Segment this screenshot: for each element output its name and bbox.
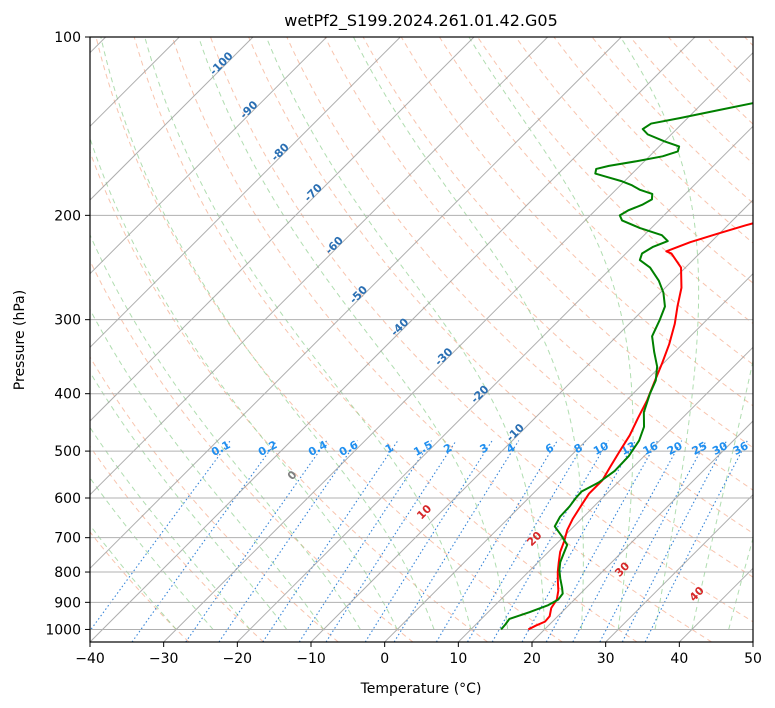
- x-tick-label: −30: [149, 651, 179, 667]
- x-tick-label: −10: [296, 651, 326, 667]
- mixing-ratio-line: [467, 440, 587, 642]
- dry-adiabat-line: [515, 37, 753, 284]
- isotherm-line: [752, 641, 753, 642]
- y-tick-label: 900: [54, 595, 81, 611]
- dry-adiabat-line: [90, 150, 488, 642]
- isotherm-line: [236, 125, 753, 642]
- dry-adiabat-line: [248, 37, 753, 578]
- isotherm-line: [605, 493, 753, 642]
- moist-adiabat-line: [90, 371, 288, 630]
- y-axis: 100 200 300 400 500 600 700 800 900 1000: [45, 30, 90, 638]
- mixing-ratio-line: [435, 440, 558, 642]
- isotherm-line: [90, 37, 401, 349]
- dry-adiabat-line: [133, 37, 638, 642]
- mixing-ratio-label: 16: [641, 439, 661, 458]
- y-tick-label: 700: [54, 531, 81, 547]
- dewpoint-profile-line: [500, 102, 753, 631]
- mixing-ratio-label: 25: [690, 439, 710, 458]
- y-axis-title: Pressure (hPa): [12, 290, 28, 390]
- mixing-ratio-label: 36: [731, 439, 751, 458]
- mixing-ratio-line: [325, 440, 457, 642]
- dry-adiabat-line: [90, 356, 339, 642]
- dry-adiabat-line: [171, 37, 712, 642]
- y-tick-label: 400: [54, 387, 81, 403]
- dry-adiabat-line: [439, 37, 753, 366]
- isotherm-line: [90, 37, 254, 201]
- x-tick-label: 20: [523, 651, 541, 667]
- isotherm-line: [90, 37, 622, 570]
- isotherm-line: [531, 420, 753, 642]
- y-tick-label: 1000: [45, 622, 81, 638]
- x-axis-title: Temperature (°C): [360, 681, 482, 697]
- moist-adiabat-line: [198, 37, 509, 630]
- profiles: [500, 102, 753, 631]
- isotherm-line: [384, 272, 753, 642]
- moist-adiabat-line: [691, 358, 753, 630]
- x-tick-label: 40: [670, 651, 688, 667]
- mixing-ratio-line: [185, 440, 328, 642]
- chart-title: wetPf2_S199.2024.261.01.42.G05: [284, 11, 558, 31]
- y-tick-label: 200: [54, 208, 81, 224]
- x-tick-label: −20: [223, 651, 253, 667]
- moist-adiabats: [90, 37, 753, 630]
- x-tick-label: 50: [744, 651, 762, 667]
- y-tick-label: 100: [54, 30, 81, 46]
- moist-adiabat-line: [90, 477, 214, 630]
- temperature-profile-line: [527, 222, 753, 631]
- dry-adiabat-line: [90, 531, 190, 642]
- moist-adiabat-line: [620, 37, 700, 630]
- moist-adiabat-line: [100, 37, 435, 630]
- dry-adiabat-line: [400, 37, 753, 407]
- mixing-ratio-line: [298, 440, 432, 642]
- y-tick-label: 800: [54, 565, 81, 581]
- isotherm-line: [90, 37, 696, 642]
- moist-adiabat-line: [265, 37, 546, 630]
- isotherm-line: [90, 37, 328, 275]
- isotherm-line: [163, 51, 753, 642]
- y-tick-label: 500: [54, 444, 81, 460]
- x-axis: −40 −30 −20 −10 0 10 20 30 40 50: [75, 642, 762, 667]
- x-tick-label: 0: [380, 651, 389, 667]
- mixing-ratio-line: [364, 440, 493, 642]
- moist-adiabat-line: [90, 426, 251, 630]
- x-tick-label: −40: [75, 651, 105, 667]
- dry-adiabat-line: [90, 445, 264, 642]
- isotherm-grid: [90, 37, 753, 642]
- isotherm-line: [90, 37, 549, 496]
- moist-adiabat-line: [90, 524, 177, 630]
- mixing-ratio-line: [131, 440, 278, 642]
- isotherm-line: [457, 346, 753, 642]
- mixing-ratio-line: [644, 440, 748, 642]
- moist-adiabat-line: [468, 37, 634, 630]
- isotherm-line: [90, 37, 475, 422]
- moist-adiabat-line: [90, 233, 361, 630]
- isobar-grid: [90, 37, 753, 630]
- mixing-ratio-line: [218, 440, 358, 642]
- mixing-ratio-label: 30: [710, 439, 730, 458]
- moist-adiabat-line: [90, 136, 398, 630]
- mixing-ratio-label: 10: [591, 439, 611, 458]
- isotherm-line: [310, 199, 753, 642]
- x-tick-label: 10: [449, 651, 467, 667]
- mixing-ratio-label: 20: [665, 439, 685, 458]
- y-tick-label: 300: [54, 313, 81, 329]
- plot-background: [90, 37, 753, 642]
- mixing-ratio-line: [572, 440, 683, 642]
- mixing-ratio-line: [545, 440, 659, 642]
- dry-adiabat-line: [95, 37, 563, 642]
- plot-frame: [89, 36, 754, 643]
- x-tick-label: 30: [597, 651, 615, 667]
- mixing-ratio-line: [262, 440, 399, 642]
- y-tick-label: 600: [54, 491, 81, 507]
- moist-adiabat-line: [353, 37, 584, 630]
- dry-adiabat-line: [210, 37, 753, 623]
- mixing-ratio-line: [521, 440, 637, 642]
- mixing-ratio-line: [90, 440, 231, 632]
